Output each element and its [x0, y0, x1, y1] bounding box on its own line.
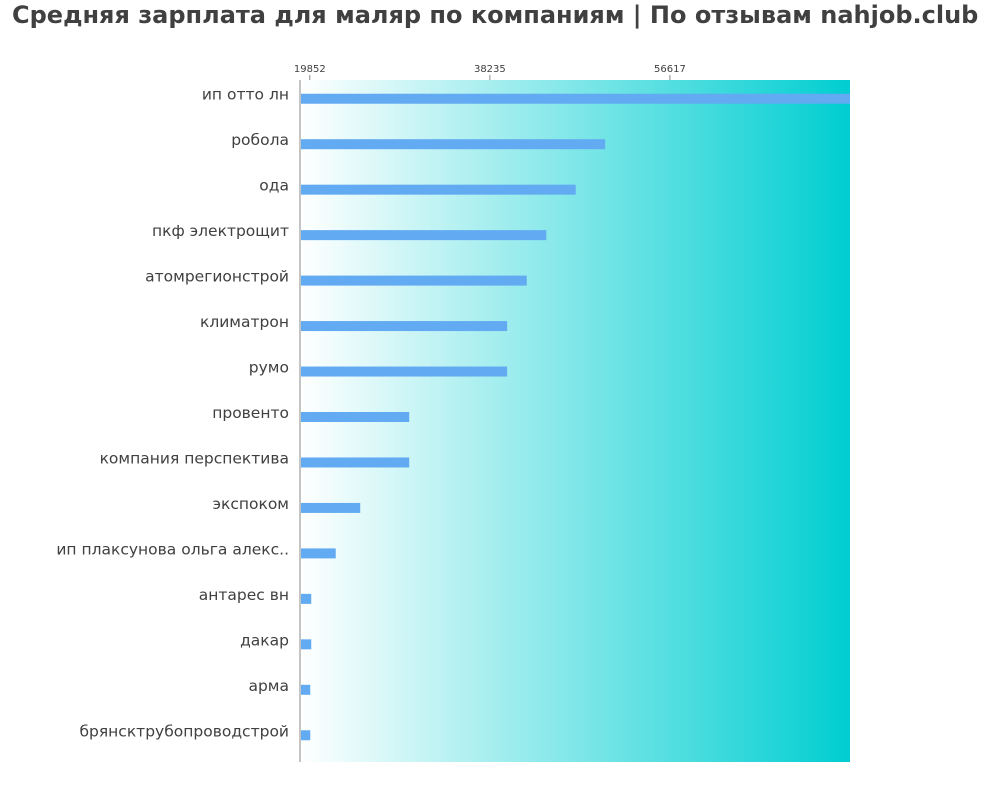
bar [301, 412, 410, 422]
category-label: провенто [212, 404, 289, 422]
bar [301, 275, 527, 286]
category-label: компания перспектива [100, 449, 289, 467]
x-tick-label: 19852 [294, 64, 326, 75]
category-label: робола [231, 131, 289, 149]
bar [301, 366, 508, 377]
x-tick-label: 38235 [474, 64, 506, 75]
bar [301, 457, 410, 468]
category-label: ода [259, 177, 289, 195]
bar [301, 548, 336, 559]
bar [301, 730, 311, 741]
category-label: румо [249, 359, 289, 377]
category-label: арма [248, 677, 289, 695]
category-label: дакар [240, 631, 289, 649]
category-label: ип плаксунова ольга алекс.. [56, 540, 289, 558]
bar [301, 184, 576, 195]
category-label: атомрегионстрой [145, 268, 289, 286]
bar [301, 502, 361, 513]
bar [301, 139, 606, 150]
category-label: брянсктрубопроводстрой [79, 722, 289, 740]
category-label: пкф электрощит [152, 222, 289, 240]
bar [301, 93, 850, 104]
bar [301, 639, 312, 650]
bar [301, 684, 311, 695]
category-label: экспоком [212, 495, 289, 513]
category-label: климатрон [200, 313, 289, 331]
category-label: антарес вн [199, 586, 289, 604]
bar [301, 593, 312, 604]
chart-title: Средняя зарплата для маляр по компаниям … [12, 1, 979, 29]
bar [301, 230, 547, 241]
bar [301, 321, 508, 332]
category-label: ип отто лн [202, 86, 289, 104]
x-tick-label: 56617 [654, 64, 686, 75]
